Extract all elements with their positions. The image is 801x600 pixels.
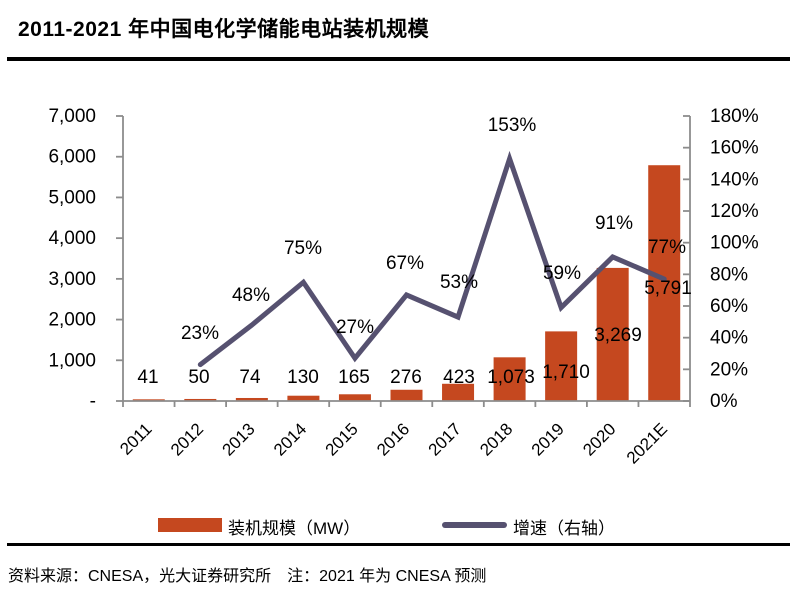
bar-value-label: 165 (338, 367, 370, 388)
right-axis-label: 20% (710, 359, 748, 380)
x-axis-label-2017: 2017 (425, 419, 465, 459)
legend-bar-swatch-icon (158, 518, 222, 532)
bar-value-label: 5,791 (644, 278, 692, 299)
left-axis-label: 7,000 (48, 106, 96, 127)
growth-pct-label: 48% (232, 285, 270, 306)
growth-pct-label: 23% (181, 323, 219, 344)
bar-2013 (235, 397, 268, 401)
bar-value-label: 41 (137, 367, 158, 388)
right-axis-label: 140% (710, 169, 759, 190)
growth-pct-label: 77% (648, 237, 686, 258)
title-divider (7, 57, 790, 61)
x-axis-label-2019: 2019 (528, 419, 568, 459)
left-axis-label: 3,000 (48, 269, 96, 290)
bar-value-label: 3,269 (594, 325, 642, 346)
right-axis-label: 160% (710, 138, 759, 159)
growth-pct-label: 53% (440, 272, 478, 293)
left-axis-label: 6,000 (48, 147, 96, 168)
source-footer: 资料来源：CNESA，光大证券研究所 注：2021 年为 CNESA 预测 (8, 562, 486, 586)
bar-2012 (184, 398, 217, 401)
legend-label-growth-rate: 增速（右轴） (513, 519, 615, 538)
x-axis-label-2015: 2015 (322, 419, 362, 459)
bar-2014 (287, 395, 320, 401)
right-axis-label: 0% (710, 391, 738, 412)
left-axis-label: 5,000 (48, 187, 96, 208)
x-axis-label-2014: 2014 (270, 419, 310, 459)
bar-value-label: 74 (239, 367, 261, 388)
bar-value-label: 276 (390, 367, 422, 388)
left-axis-label: 1,000 (48, 350, 96, 371)
bar-2018 (493, 357, 526, 401)
x-axis-label-2020: 2020 (579, 419, 619, 459)
x-axis-label-2018: 2018 (476, 419, 516, 459)
bar-value-label: 50 (188, 367, 209, 388)
legend-line-swatch-icon (442, 522, 507, 528)
left-axis-label: 2,000 (48, 310, 96, 331)
growth-pct-label: 67% (386, 253, 424, 274)
right-axis-label: 80% (710, 264, 748, 285)
growth-pct-label: 91% (595, 213, 633, 234)
growth-pct-label: 59% (543, 263, 581, 284)
right-axis-label: 100% (710, 233, 759, 254)
bar-2016 (390, 389, 423, 401)
x-axis-label-2021E: 2021E (623, 419, 671, 467)
legend-label-installed-capacity: 装机规模（MW） (228, 519, 361, 538)
source-note: 资料来源：CNESA，光大证券研究所 (8, 568, 272, 585)
x-axis-label-2016: 2016 (373, 419, 413, 459)
bar-value-label: 423 (443, 367, 475, 388)
x-axis-label-2013: 2013 (219, 419, 259, 459)
left-axis-label: 4,000 (48, 228, 96, 249)
right-axis-label: 40% (710, 328, 748, 349)
page-title: 2011-2021 年中国电化学储能电站装机规模 (18, 18, 430, 41)
left-axis-label: - (90, 391, 96, 412)
footer-divider (7, 543, 790, 546)
bar-2015 (338, 394, 371, 401)
bar-2020 (596, 267, 629, 401)
growth-pct-label: 153% (488, 115, 537, 136)
bar-value-label: 1,710 (542, 362, 590, 383)
bar-2019 (545, 331, 578, 401)
growth-pct-label: 27% (336, 317, 374, 338)
growth-pct-label: 75% (284, 238, 322, 259)
x-axis-label-2012: 2012 (167, 419, 207, 459)
bar-2021E (648, 165, 681, 401)
right-axis-label: 180% (710, 106, 759, 127)
growth-line (197, 150, 667, 368)
right-axis-label: 60% (710, 296, 748, 317)
bar-value-label: 1,073 (487, 367, 535, 388)
x-axis-label-2011: 2011 (116, 419, 155, 458)
right-axis-label: 120% (710, 201, 759, 222)
forecast-note: 注：2021 年为 CNESA 预测 (287, 568, 487, 585)
bar-2017 (442, 383, 475, 401)
bar-value-label: 130 (287, 367, 319, 388)
